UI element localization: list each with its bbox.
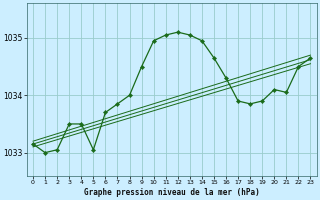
X-axis label: Graphe pression niveau de la mer (hPa): Graphe pression niveau de la mer (hPa) xyxy=(84,188,260,197)
